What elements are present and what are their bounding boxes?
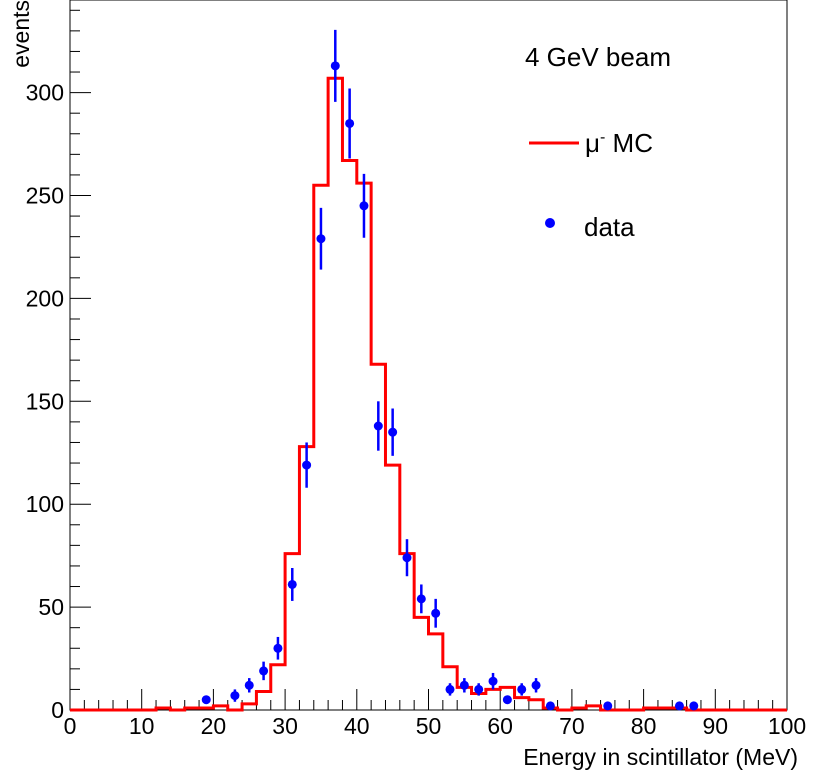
data-point xyxy=(431,608,441,618)
y-tick-label: 200 xyxy=(26,285,64,311)
x-tick-label: 50 xyxy=(416,713,442,739)
data-point xyxy=(359,201,369,211)
x-tick-label: 100 xyxy=(768,713,806,739)
x-tick-label: 60 xyxy=(487,713,513,739)
data-point xyxy=(502,695,512,705)
legend-data-marker xyxy=(545,218,555,228)
data-point xyxy=(302,460,312,470)
legend-mc-superscript: - xyxy=(600,129,605,146)
x-tick-label: 80 xyxy=(631,713,657,739)
x-tick-label: 40 xyxy=(344,713,370,739)
data-point xyxy=(345,118,355,128)
data-point xyxy=(545,701,555,711)
legend: μ- MC data xyxy=(529,128,653,242)
data-point xyxy=(259,666,269,676)
x-tick-label: 90 xyxy=(703,713,729,739)
data-point xyxy=(603,701,613,711)
legend-mc-suffix: MC xyxy=(605,128,653,158)
x-tick-label: 20 xyxy=(201,713,227,739)
data-point xyxy=(517,684,527,694)
x-axis-label: Energy in scintillator (MeV) xyxy=(523,744,798,770)
data-point xyxy=(531,680,541,690)
x-tick-label: 10 xyxy=(129,713,155,739)
y-tick-label: 300 xyxy=(26,80,64,106)
y-tick-label: 250 xyxy=(26,183,64,209)
x-axis-ticks: 0 10 20 30 40 50 60 70 80 90 100 xyxy=(64,689,806,739)
beam-annotation: 4 GeV beam xyxy=(525,42,671,72)
x-tick-label: 30 xyxy=(272,713,298,739)
data-point xyxy=(402,553,412,563)
data-point xyxy=(459,680,469,690)
data-point xyxy=(316,234,326,244)
data-point xyxy=(488,676,498,686)
data-point xyxy=(388,427,398,437)
mc-series xyxy=(70,76,787,712)
y-tick-label: 0 xyxy=(51,697,64,723)
data-point xyxy=(287,579,297,589)
data-point xyxy=(445,684,455,694)
data-point xyxy=(474,684,484,694)
legend-data-label: data xyxy=(584,212,635,242)
data-point xyxy=(674,701,684,711)
y-axis-label: events xyxy=(8,0,34,68)
plot-frame xyxy=(69,0,788,711)
data-point xyxy=(230,691,240,701)
y-tick-label: 150 xyxy=(26,388,64,414)
data-point xyxy=(244,680,254,690)
mc-step-line xyxy=(70,76,787,712)
x-tick-label: 70 xyxy=(559,713,585,739)
y-axis-ticks: 0 50 100 150 200 250 300 xyxy=(26,9,91,723)
y-tick-label: 50 xyxy=(38,594,64,620)
data-point xyxy=(373,421,383,431)
x-tick-label: 0 xyxy=(64,713,77,739)
data-point xyxy=(689,701,699,711)
data-point xyxy=(201,695,211,705)
data-point xyxy=(273,643,283,653)
data-point xyxy=(330,61,340,71)
legend-mc-label: μ- MC xyxy=(585,128,653,158)
data-point xyxy=(416,594,426,604)
y-tick-label: 100 xyxy=(26,491,64,517)
data-series xyxy=(201,29,699,711)
legend-mc-mu: μ xyxy=(585,128,600,158)
